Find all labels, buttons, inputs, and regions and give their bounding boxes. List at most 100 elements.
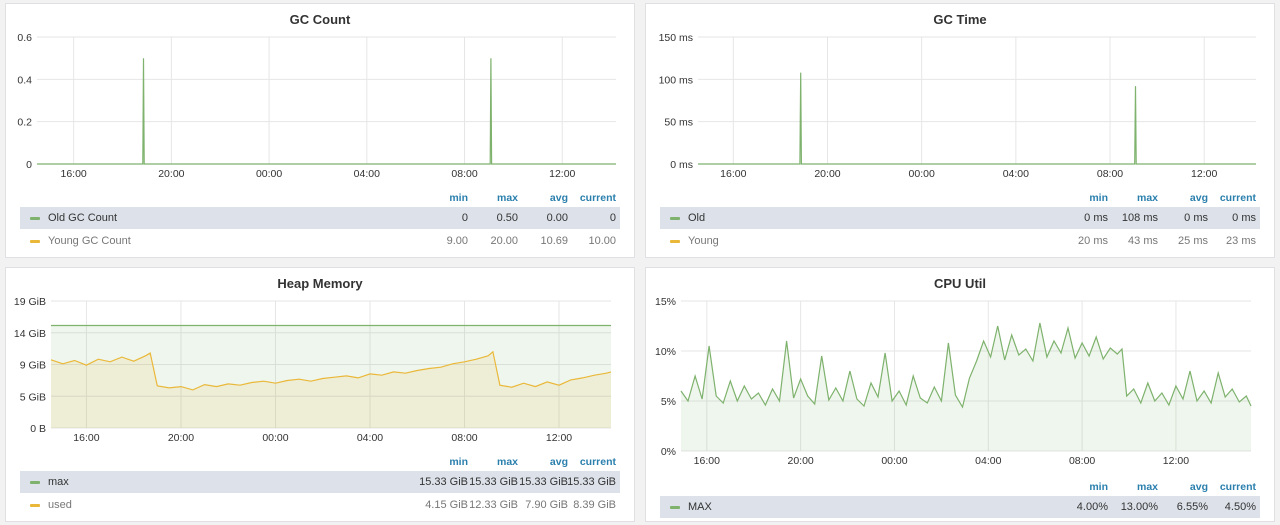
legend-col-min[interactable]: min: [1089, 481, 1108, 493]
y-tick-label: 0.6: [17, 32, 32, 44]
series-swatch-icon[interactable]: [30, 481, 40, 484]
legend-value-current: 8.39 GiB: [573, 499, 616, 511]
series-swatch-icon[interactable]: [30, 240, 40, 243]
series-swatch-icon[interactable]: [670, 506, 680, 509]
x-tick-label: 12:00: [1163, 455, 1189, 467]
y-tick-label: 0%: [661, 446, 676, 458]
panel-title[interactable]: GC Time: [933, 12, 987, 27]
legend-series-name[interactable]: Young: [688, 235, 719, 247]
legend-col-current[interactable]: current: [1219, 192, 1256, 204]
gc-time-chart: 0 ms 50 ms 100 ms 150 ms 16:00 20:00 00:00 04:0…: [659, 32, 1256, 180]
series-line-old: [698, 72, 1256, 165]
legend-value-min: 20 ms: [1078, 235, 1108, 247]
x-tick-label: 04:00: [975, 455, 1001, 467]
legend-value-min: 9.00: [446, 235, 468, 247]
heap-memory-legend: min max avg current max 15.33 GiB 15.33 GiB 15.…: [20, 453, 620, 523]
legend-value-max: 43 ms: [1128, 235, 1158, 247]
legend-series-name[interactable]: Old: [688, 212, 706, 224]
x-tick-label: 12:00: [1191, 168, 1217, 180]
series-swatch-icon[interactable]: [30, 504, 40, 507]
legend-row[interactable]: Old GC Count 0 0.50 0.00 0: [20, 207, 620, 229]
legend-value-avg: 7.90 GiB: [525, 499, 568, 511]
legend-col-current[interactable]: current: [1219, 481, 1256, 493]
legend-header: min max avg current: [660, 189, 1260, 207]
series-swatch-icon[interactable]: [30, 217, 40, 220]
y-tick-label: 0: [26, 159, 32, 171]
series-line-max: [680, 322, 1252, 409]
y-tick-label: 5 GiB: [20, 391, 46, 403]
legend-series-name[interactable]: Old GC Count: [48, 212, 118, 224]
y-tick-label: 19 GiB: [14, 296, 46, 308]
panel-title[interactable]: CPU Util: [934, 276, 986, 291]
panel-title[interactable]: Heap Memory: [277, 276, 363, 291]
y-tick-label: 15%: [655, 296, 676, 308]
gc-time-legend: min max avg current Old 0 ms 108 ms 0 ms 0 ms You…: [660, 189, 1260, 259]
panel-title[interactable]: GC Count: [289, 12, 351, 27]
legend-header: min max avg current: [20, 453, 620, 471]
y-tick-label: 14 GiB: [14, 328, 46, 340]
legend-col-min[interactable]: min: [449, 192, 468, 204]
legend-col-current[interactable]: current: [579, 456, 616, 468]
legend-series-name[interactable]: Young GC Count: [48, 235, 131, 247]
legend-row[interactable]: used 4.15 GiB 12.33 GiB 7.90 GiB 8.39 GiB: [20, 494, 620, 516]
gc-count-legend: min max avg current Old GC Count 0 0.50 0.00 0 Yo…: [20, 189, 620, 259]
legend-col-min[interactable]: min: [1089, 192, 1108, 204]
legend-series-name[interactable]: max: [48, 476, 69, 488]
series-swatch-icon[interactable]: [670, 217, 680, 220]
legend-row[interactable]: Young GC Count 9.00 20.00 10.69 10.00: [20, 230, 620, 252]
legend-col-max[interactable]: max: [1136, 481, 1158, 493]
legend-col-min[interactable]: min: [449, 456, 468, 468]
legend-col-max[interactable]: max: [1136, 192, 1158, 204]
x-tick-label: 20:00: [168, 432, 194, 444]
legend-row[interactable]: MAX 4.00% 13.00% 6.55% 4.50%: [660, 496, 1260, 518]
y-tick-label: 50 ms: [664, 117, 693, 129]
panel-gc-time: GC Time 0 ms 50 ms 100 ms 150 ms 16:00 20:00 0…: [645, 3, 1275, 258]
y-tick-label: 5%: [661, 396, 676, 408]
series-swatch-icon[interactable]: [670, 240, 680, 243]
legend-value-avg: 6.55%: [1176, 501, 1208, 513]
y-tick-label: 0.4: [17, 74, 32, 86]
legend-series-name[interactable]: used: [48, 499, 72, 511]
x-tick-label: 20:00: [814, 168, 840, 180]
x-tick-label: 04:00: [1003, 168, 1029, 180]
legend-value-avg: 0 ms: [1184, 212, 1208, 224]
x-tick-label: 08:00: [1097, 168, 1123, 180]
cpu-util-chart: 0% 5% 10% 15% 16:00 20:00 00:00 04:00 08:00 12:00: [655, 296, 1252, 467]
legend-row[interactable]: max 15.33 GiB 15.33 GiB 15.33 GiB 15.33 GiB: [20, 471, 620, 493]
legend-value-min: 4.15 GiB: [425, 499, 468, 511]
legend-row[interactable]: Old 0 ms 108 ms 0 ms 0 ms: [660, 207, 1260, 229]
legend-col-avg[interactable]: avg: [1189, 192, 1208, 204]
legend-col-avg[interactable]: avg: [549, 456, 568, 468]
cpu-util-legend: min max avg current MAX 4.00% 13.00% 6.55% 4.50%: [660, 478, 1260, 523]
x-tick-label: 08:00: [1069, 455, 1095, 467]
legend-col-max[interactable]: max: [496, 456, 518, 468]
x-tick-label: 16:00: [720, 168, 746, 180]
x-tick-label: 08:00: [451, 168, 477, 180]
x-tick-label: 04:00: [354, 168, 380, 180]
x-tick-label: 16:00: [73, 432, 99, 444]
x-tick-label: 00:00: [881, 455, 907, 467]
x-tick-label: 12:00: [549, 168, 575, 180]
x-tick-label: 20:00: [158, 168, 184, 180]
legend-row[interactable]: Young 20 ms 43 ms 25 ms 23 ms: [660, 230, 1260, 252]
legend-value-max: 0.50: [496, 212, 518, 224]
legend-col-current[interactable]: current: [579, 192, 616, 204]
legend-value-current: 23 ms: [1226, 235, 1256, 247]
legend-col-max[interactable]: max: [496, 192, 518, 204]
legend-value-current: 0 ms: [1232, 212, 1256, 224]
x-tick-label: 00:00: [262, 432, 288, 444]
y-tick-label: 0 ms: [670, 159, 693, 171]
x-tick-label: 00:00: [909, 168, 935, 180]
legend-series-name[interactable]: MAX: [688, 501, 712, 513]
legend-value-current: 15.33 GiB: [567, 476, 616, 488]
legend-value-avg: 25 ms: [1178, 235, 1208, 247]
y-tick-label: 9 GiB: [20, 360, 46, 372]
series-area-max: [681, 323, 1251, 451]
legend-header: min max avg current: [660, 478, 1260, 496]
series-line-old-gc-count: [37, 58, 616, 165]
legend-value-max: 12.33 GiB: [469, 499, 518, 511]
series-line-used: [50, 350, 612, 391]
legend-col-avg[interactable]: avg: [1189, 481, 1208, 493]
legend-col-avg[interactable]: avg: [549, 192, 568, 204]
legend-value-current: 4.50%: [1224, 501, 1256, 513]
